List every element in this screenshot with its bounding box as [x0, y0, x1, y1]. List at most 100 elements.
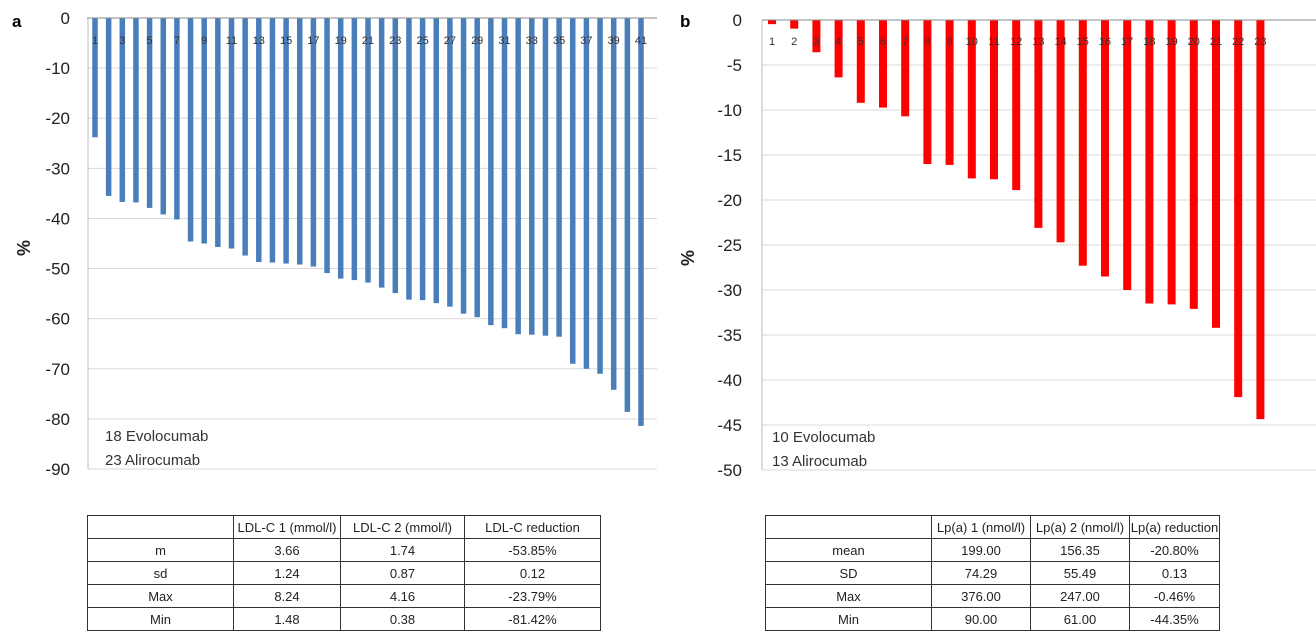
bar — [146, 18, 153, 208]
table-cell: Lp(a) reduction — [1129, 515, 1220, 539]
chart-a: a % 0-10-20-30-40-50-60-70-80-90 1 3 5 7 9 11… — [12, 9, 657, 479]
table-cell: 156.35 — [1030, 538, 1130, 562]
table-cell — [87, 515, 234, 539]
bar — [515, 18, 521, 335]
x-tick-label: 13 — [253, 35, 265, 47]
table-cell: 199.00 — [931, 538, 1031, 562]
table-cell: 376.00 — [931, 584, 1031, 608]
y-tick-label: -25 — [717, 236, 742, 255]
bar — [310, 18, 317, 267]
x-tick-label: 9 — [201, 35, 207, 47]
bar — [610, 18, 617, 390]
bar — [419, 18, 426, 301]
y-tick-label: -40 — [45, 209, 70, 228]
y-tick-label: -50 — [717, 461, 742, 480]
x-tick-label: 33 — [526, 35, 538, 47]
table-cell: 3.66 — [233, 538, 341, 562]
table-a-row: sd 1.24 0.87 0.12 — [87, 561, 601, 585]
bar — [501, 18, 508, 329]
table-cell: Min — [87, 607, 234, 631]
bar — [351, 18, 358, 281]
bar — [597, 18, 603, 374]
y-tick-label: -45 — [717, 416, 742, 435]
table-cell: m — [87, 538, 234, 562]
table-a-row: Min 1.48 0.38 -81.42% — [87, 607, 601, 631]
annotation-alirocumab-b: 13 Alirocumab — [772, 453, 867, 470]
table-b-row: Min 90.00 61.00 -44.35% — [765, 607, 1220, 631]
bar — [406, 18, 412, 300]
table-cell: -20.80% — [1129, 538, 1220, 562]
table-cell: mean — [765, 538, 932, 562]
bar — [474, 18, 480, 318]
table-cell: 4.16 — [340, 584, 465, 608]
x-tick-label: 37 — [580, 35, 592, 47]
bar — [160, 18, 166, 215]
y-tick-label: -90 — [45, 460, 70, 479]
y-tick-label: -70 — [45, 360, 70, 379]
y-tick-label: -35 — [717, 326, 742, 345]
y-tick-label: -80 — [45, 410, 70, 429]
table-cell: 247.00 — [1030, 584, 1130, 608]
bar — [1212, 20, 1220, 328]
bar — [242, 18, 248, 256]
bar — [1234, 20, 1243, 398]
bar — [834, 20, 843, 78]
table-cell: 1.74 — [340, 538, 465, 562]
table-b-row: Max 376.00 247.00 -0.46% — [765, 584, 1220, 608]
x-tick-label: 13 — [1032, 36, 1044, 48]
bar — [1012, 20, 1021, 191]
table-cell: LDL-C 1 (mmol/l) — [233, 515, 341, 539]
bar — [215, 18, 221, 248]
x-tick-labels-b: 1 2 3 4 5 6 7 8 9 10 11 12 13 14 15 16 17 18 19 20 21 22 23 — [769, 36, 1267, 48]
x-tick-label: 25 — [416, 35, 428, 47]
panel-letter-a: a — [12, 12, 22, 31]
y-tick-label: -60 — [45, 310, 70, 329]
bar — [228, 18, 235, 249]
bar — [392, 18, 399, 294]
y-tick-label: -10 — [717, 101, 742, 120]
bar — [879, 20, 887, 108]
table-cell: 1.24 — [233, 561, 341, 585]
y-tick-label: -30 — [45, 159, 70, 178]
y-tick-label: -20 — [717, 191, 742, 210]
table-cell: -81.42% — [464, 607, 601, 631]
x-tick-label: 20 — [1188, 36, 1200, 48]
table-cell — [765, 515, 932, 539]
y-tick-labels-a: 0 -10 -20 -30 -40 -50 -60 -70 -80 -90 — [45, 9, 70, 479]
bar — [201, 18, 207, 244]
table-cell: 1.48 — [233, 607, 341, 631]
bar — [768, 20, 776, 25]
x-tick-label: 35 — [553, 35, 565, 47]
y-tick-label: 0 — [61, 9, 70, 28]
bars-b — [768, 20, 1265, 420]
bar — [923, 20, 932, 164]
x-tick-label: 1 — [92, 35, 98, 47]
x-tick-label: 19 — [1165, 36, 1177, 48]
x-tick-label: 29 — [471, 35, 483, 47]
x-tick-label: 5 — [858, 36, 864, 48]
table-cell: 8.24 — [233, 584, 341, 608]
table-cell: -53.85% — [464, 538, 601, 562]
table-cell: -23.79% — [464, 584, 601, 608]
bar — [324, 18, 330, 274]
bar — [105, 18, 112, 196]
x-tick-label: 23 — [389, 35, 401, 47]
y-tick-label: -50 — [45, 260, 70, 279]
bar — [1167, 20, 1176, 305]
bar — [1101, 20, 1109, 277]
x-tick-label: 22 — [1232, 36, 1244, 48]
x-tick-label: 41 — [635, 35, 647, 47]
x-tick-label: 16 — [1099, 36, 1111, 48]
table-cell: 55.49 — [1030, 561, 1130, 585]
bar — [638, 18, 644, 426]
table-cell: -44.35% — [1129, 607, 1220, 631]
y-tick-label: -5 — [727, 56, 742, 75]
x-tick-label: 18 — [1143, 36, 1155, 48]
bar — [433, 18, 439, 304]
table-cell: 0.13 — [1129, 561, 1220, 585]
x-tick-label: 15 — [1077, 36, 1089, 48]
table-cell: LDL-C 2 (mmol/l) — [340, 515, 465, 539]
table-a-row: m 3.66 1.74 -53.85% — [87, 538, 601, 562]
bar — [337, 18, 344, 279]
bar — [945, 20, 954, 165]
